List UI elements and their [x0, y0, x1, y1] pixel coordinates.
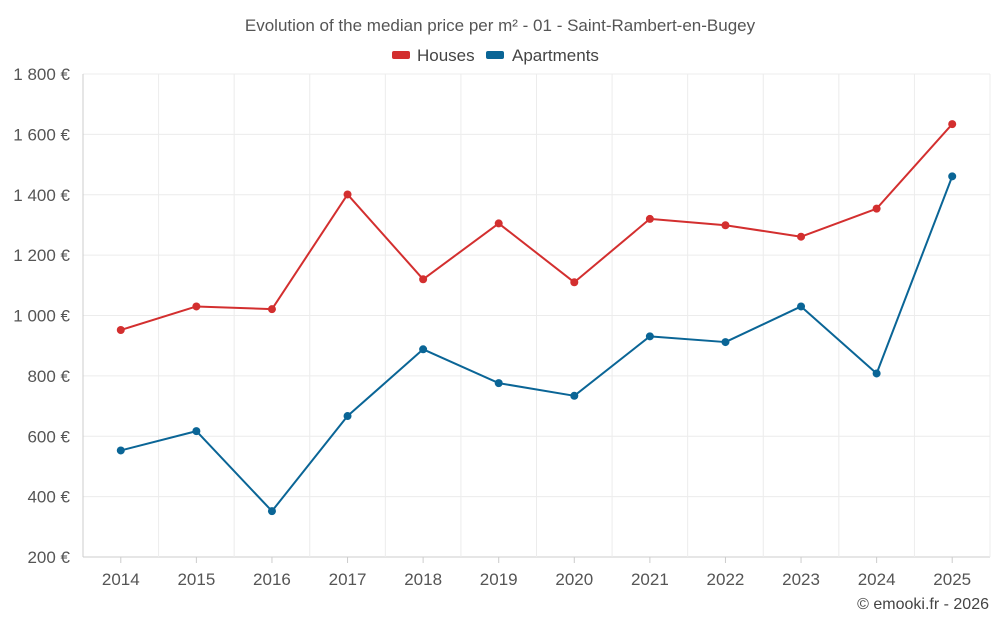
data-point-apartments[interactable]	[645, 332, 654, 341]
x-tick-label: 2022	[707, 570, 745, 589]
data-point-apartments[interactable]	[192, 427, 201, 436]
data-point-houses[interactable]	[721, 221, 730, 230]
data-point-houses[interactable]	[116, 325, 125, 334]
data-point-houses[interactable]	[948, 120, 957, 129]
x-tick-label: 2023	[782, 570, 820, 589]
data-point-apartments[interactable]	[797, 302, 806, 311]
legend-label: Apartments	[512, 46, 599, 65]
data-point-apartments[interactable]	[570, 391, 579, 400]
data-point-apartments[interactable]	[267, 507, 276, 516]
legend-swatch	[392, 51, 410, 59]
legend-item-houses[interactable]: Houses	[392, 46, 475, 65]
y-tick-label: 1 800 €	[13, 65, 70, 84]
legend-label: Houses	[417, 46, 475, 65]
y-tick-label: 200 €	[27, 548, 70, 567]
data-point-houses[interactable]	[494, 219, 503, 228]
series-line-apartments	[120, 175, 954, 513]
x-tick-label: 2019	[480, 570, 518, 589]
data-point-houses[interactable]	[645, 214, 654, 223]
data-point-apartments[interactable]	[343, 412, 352, 421]
y-tick-label: 1 400 €	[13, 186, 70, 205]
legend-swatch	[486, 51, 504, 59]
data-point-houses[interactable]	[419, 275, 428, 284]
data-point-apartments[interactable]	[721, 338, 730, 347]
data-point-houses[interactable]	[872, 204, 881, 213]
data-point-houses[interactable]	[343, 190, 352, 199]
legend: Houses Apartments	[392, 46, 599, 65]
x-tick-label: 2024	[858, 570, 896, 589]
x-tick-label: 2016	[253, 570, 291, 589]
x-tick-label: 2014	[102, 570, 140, 589]
y-tick-label: 600 €	[27, 427, 70, 446]
chart-title: Evolution of the median price per m² - 0…	[245, 16, 756, 35]
data-point-apartments[interactable]	[872, 369, 881, 378]
x-tick-label: 2018	[404, 570, 442, 589]
data-point-houses[interactable]	[797, 232, 806, 241]
series-line-houses	[120, 123, 953, 331]
x-tick-label: 2021	[631, 570, 669, 589]
legend-item-apartments[interactable]: Apartments	[486, 46, 599, 65]
data-point-apartments[interactable]	[419, 345, 428, 354]
data-point-houses[interactable]	[192, 302, 201, 311]
data-point-apartments[interactable]	[116, 446, 125, 455]
data-point-houses[interactable]	[267, 305, 276, 314]
data-point-apartments[interactable]	[494, 379, 503, 388]
y-tick-label: 400 €	[27, 488, 70, 507]
y-tick-label: 1 600 €	[13, 125, 70, 144]
series-group	[116, 120, 957, 516]
y-tick-label: 800 €	[27, 367, 70, 386]
x-tick-label: 2015	[177, 570, 215, 589]
y-tick-label: 1 200 €	[13, 246, 70, 265]
x-tick-label: 2025	[933, 570, 971, 589]
data-point-apartments[interactable]	[948, 172, 957, 181]
axes: 200 € 400 € 600 € 800 € 1 000 € 1 200 € 1 400 …	[13, 65, 971, 589]
credit-text: © emooki.fr - 2026	[857, 596, 989, 613]
y-tick-label: 1 000 €	[13, 307, 70, 326]
x-tick-label: 2020	[555, 570, 593, 589]
x-tick-label: 2017	[329, 570, 367, 589]
data-point-houses[interactable]	[570, 278, 579, 287]
grid	[82, 73, 991, 558]
